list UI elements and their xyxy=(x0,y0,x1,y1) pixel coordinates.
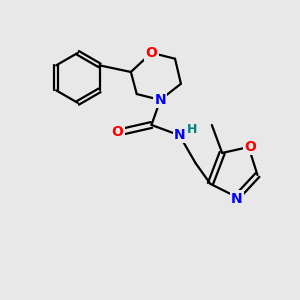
Text: O: O xyxy=(146,46,158,60)
Text: N: N xyxy=(174,128,185,142)
Text: O: O xyxy=(112,125,124,139)
Text: O: O xyxy=(244,140,256,154)
Text: H: H xyxy=(187,124,197,136)
Text: N: N xyxy=(154,93,166,107)
Text: N: N xyxy=(231,192,243,206)
